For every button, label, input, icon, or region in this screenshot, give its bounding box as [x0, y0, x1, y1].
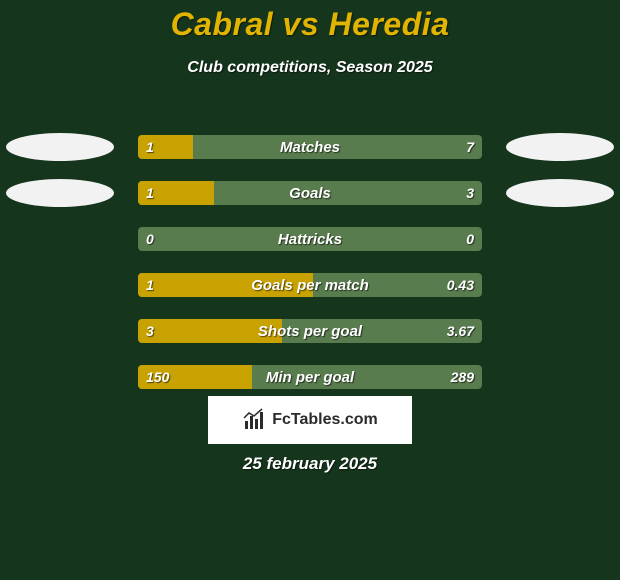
player-left-blob	[6, 179, 114, 207]
stat-bar: 1 Matches 7	[138, 135, 482, 159]
player-left-blob	[6, 133, 114, 161]
stat-row: 1 Matches 7	[0, 124, 620, 170]
source-badge: FcTables.com	[208, 396, 412, 444]
stat-value-right: 3.67	[447, 319, 474, 343]
player-right-blob	[506, 133, 614, 161]
stat-bar: 1 Goals per match 0.43	[138, 273, 482, 297]
stat-row: 3 Shots per goal 3.67	[0, 308, 620, 354]
stat-row: 1 Goals per match 0.43	[0, 262, 620, 308]
stat-bar: 3 Shots per goal 3.67	[138, 319, 482, 343]
stat-label: Hattricks	[138, 227, 482, 251]
stat-row: 0 Hattricks 0	[0, 216, 620, 262]
date-text: 25 february 2025	[0, 454, 620, 474]
source-badge-text: FcTables.com	[272, 411, 378, 429]
stat-value-right: 289	[451, 365, 474, 389]
stat-label: Min per goal	[138, 365, 482, 389]
stat-label: Goals	[138, 181, 482, 205]
stat-row: 1 Goals 3	[0, 170, 620, 216]
stat-bar: 1 Goals 3	[138, 181, 482, 205]
page-title: Cabral vs Heredia	[0, 0, 620, 43]
stat-value-right: 7	[466, 135, 474, 159]
stat-bar: 0 Hattricks 0	[138, 227, 482, 251]
comparison-infographic: Cabral vs Heredia Club competitions, Sea…	[0, 0, 620, 580]
stat-label: Shots per goal	[138, 319, 482, 343]
player-right-blob	[506, 179, 614, 207]
stat-bar: 150 Min per goal 289	[138, 365, 482, 389]
stat-label: Matches	[138, 135, 482, 159]
stat-row: 150 Min per goal 289	[0, 354, 620, 400]
bar-chart-icon	[242, 408, 266, 432]
stat-value-right: 0.43	[447, 273, 474, 297]
stat-label: Goals per match	[138, 273, 482, 297]
page-subtitle: Club competitions, Season 2025	[0, 59, 620, 77]
stat-value-right: 0	[466, 227, 474, 251]
stat-value-right: 3	[466, 181, 474, 205]
